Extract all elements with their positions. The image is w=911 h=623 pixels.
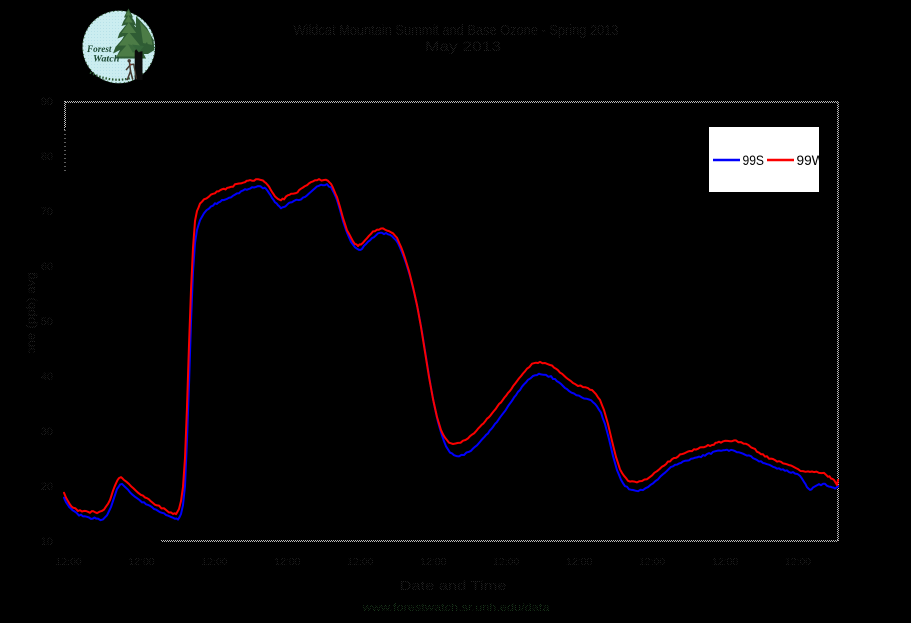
svg-text:50: 50 xyxy=(41,316,53,328)
svg-text:20: 20 xyxy=(41,481,53,493)
svg-text:Forest: Forest xyxy=(86,44,112,54)
svg-text:70: 70 xyxy=(41,206,53,218)
svg-text:12:00: 12:00 xyxy=(274,556,300,568)
svg-text:12:00: 12:00 xyxy=(712,556,738,568)
svg-text:May 2013: May 2013 xyxy=(425,39,501,54)
svg-text:Ozone (ppb) avg: Ozone (ppb) avg xyxy=(26,272,38,372)
svg-text:12:00: 12:00 xyxy=(785,556,811,568)
svg-text:12:00: 12:00 xyxy=(493,556,519,568)
svg-text:99S: 99S xyxy=(743,153,765,168)
svg-text:www.forestwatch.sr.unh.edu/dat: www.forestwatch.sr.unh.edu/data xyxy=(361,602,550,614)
svg-text:10: 10 xyxy=(41,536,53,548)
svg-text:Date and Time: Date and Time xyxy=(400,578,507,593)
svg-text:12:00: 12:00 xyxy=(201,556,227,568)
svg-text:40: 40 xyxy=(41,371,53,383)
svg-text:12:00: 12:00 xyxy=(639,556,665,568)
svg-text:80: 80 xyxy=(41,151,53,163)
svg-text:12:00: 12:00 xyxy=(128,556,154,568)
svg-text:12:00: 12:00 xyxy=(566,556,592,568)
svg-text:Watch: Watch xyxy=(93,54,120,64)
svg-text:12:00: 12:00 xyxy=(55,556,81,568)
svg-text:Wildcat Mountain Summit and Ba: Wildcat Mountain Summit and Base Ozone -… xyxy=(294,22,619,39)
svg-text:12:00: 12:00 xyxy=(420,556,446,568)
svg-text:90: 90 xyxy=(41,96,53,108)
svg-text:12:00: 12:00 xyxy=(347,556,373,568)
svg-text:60: 60 xyxy=(41,261,53,273)
svg-text:30: 30 xyxy=(41,426,53,438)
svg-text:99W: 99W xyxy=(797,153,825,168)
